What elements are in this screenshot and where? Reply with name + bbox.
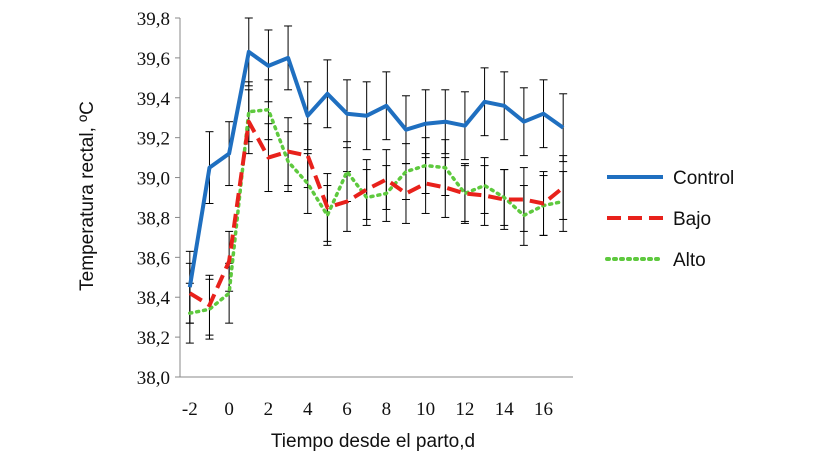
series-lines [187,49,565,315]
x-axis-title: Tiempo desde el parto,d [271,431,475,452]
x-tick-label: 16 [534,399,553,420]
y-tick-label: 39,4 [137,89,171,110]
x-tick-label: 12 [455,399,474,420]
y-axis-title: Temperatura rectal, ºC [77,101,98,291]
x-tick-label: 0 [224,399,234,420]
y-tick-label: 39,6 [137,49,170,70]
y-tick-label: 39,0 [137,169,170,190]
legend-label-alto: Alto [673,250,706,271]
error-bars [185,17,568,344]
y-tick-label: 38,4 [137,288,171,309]
y-axis-ticks: 38,0 38,2 38,4 38,6 38,8 39,0 39,2 39,4 39,6 39,8 [137,9,180,389]
x-tick-label: 2 [264,399,274,420]
x-tick-label: 4 [303,399,313,420]
series-line-bajo [188,119,565,308]
y-tick-label: 38,0 [137,368,170,389]
x-tick-label: -2 [182,399,198,420]
x-tick-label: 6 [342,399,352,420]
y-tick-label: 39,8 [137,9,170,30]
y-tick-label: 38,8 [137,208,170,229]
x-tick-label: 10 [416,399,435,420]
y-tick-label: 38,6 [137,248,170,269]
x-tick-label: 14 [495,399,515,420]
y-tick-label: 38,2 [137,328,170,349]
x-axis-ticks: -2 0 2 4 6 8 10 12 14 16 [182,399,553,420]
series-line-control [187,49,565,288]
series-line-alto [188,107,565,315]
legend-label-bajo: Bajo [673,209,711,230]
legend: Control Bajo Alto [605,168,734,271]
x-tick-label: 8 [382,399,392,420]
y-tick-label: 39,2 [137,129,170,150]
legend-label-control: Control [673,168,734,189]
